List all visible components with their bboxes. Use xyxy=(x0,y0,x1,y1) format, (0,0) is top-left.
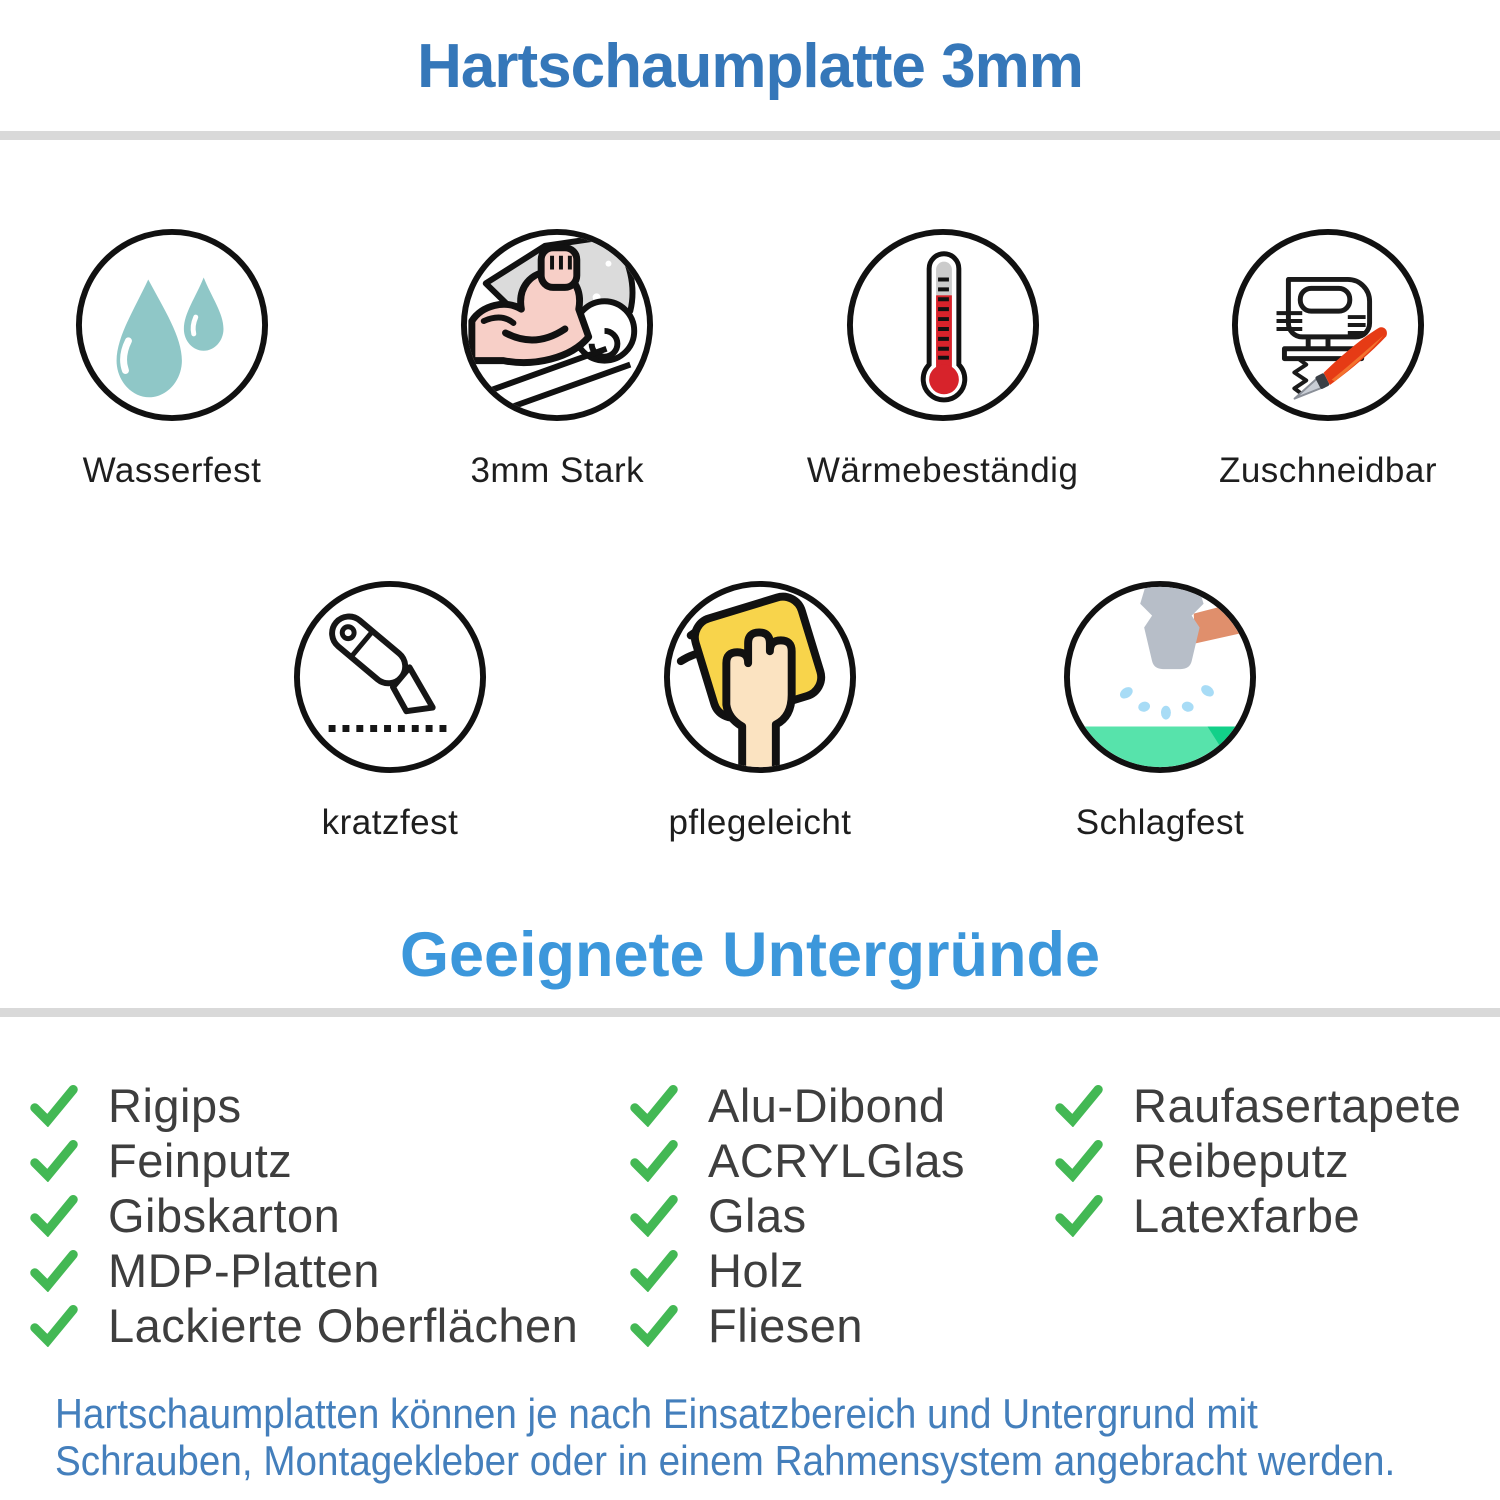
divider-bottom xyxy=(0,1008,1500,1017)
substrate-column-1: Rigips Feinputz Gibskarton MDP-Platten L… xyxy=(30,1078,630,1353)
feature-label: Schlagfest xyxy=(1075,803,1245,842)
check-icon xyxy=(630,1194,678,1237)
list-item: Latexfarbe xyxy=(1055,1188,1500,1243)
hammer-icon xyxy=(1063,580,1257,774)
list-item: Fliesen xyxy=(630,1298,1055,1353)
feature-pflegeleicht: pflegeleicht xyxy=(600,578,920,843)
water-drops-icon xyxy=(75,228,269,422)
feature-wasserfest: Wasserfest xyxy=(12,226,332,491)
divider-top xyxy=(0,131,1500,140)
thermometer-icon xyxy=(846,228,1039,422)
substrate-column-3: Raufasertapete Reibeputz Latexfarbe xyxy=(1055,1078,1500,1353)
list-item: Alu-Dibond xyxy=(630,1078,1055,1133)
check-icon xyxy=(1055,1139,1103,1182)
feature-waermebestaendig: Wärmebeständig xyxy=(783,226,1103,491)
footer-line-2: Schrauben, Montagekleber oder in einem R… xyxy=(55,1437,1396,1484)
feature-label: Wärmebeständig xyxy=(806,451,1079,490)
feature-label: Wasserfest xyxy=(82,451,262,490)
substrates-title: Geeignete Untergründe xyxy=(399,920,1101,990)
feature-label: kratzfest xyxy=(321,803,459,842)
list-item: Lackierte Oberflächen xyxy=(30,1298,630,1353)
substrate-lists: Rigips Feinputz Gibskarton MDP-Platten L… xyxy=(30,1078,1500,1353)
check-icon xyxy=(630,1084,678,1127)
check-icon xyxy=(30,1249,78,1292)
check-icon xyxy=(630,1304,678,1347)
check-icon xyxy=(1055,1084,1103,1127)
list-item: Rigips xyxy=(30,1078,630,1133)
check-icon xyxy=(1055,1194,1103,1237)
list-item: Holz xyxy=(630,1243,1055,1298)
feature-label: pflegeleicht xyxy=(668,803,852,842)
feature-schlagfest: Schlagfest xyxy=(1000,578,1320,843)
list-item: MDP-Platten xyxy=(30,1243,630,1298)
list-item: Glas xyxy=(630,1188,1055,1243)
feature-row-1: Wasserfest 3 xyxy=(0,226,1500,491)
footer-note: Hartschaumplatten können je nach Einsatz… xyxy=(55,1390,1395,1484)
jigsaw-icon xyxy=(1231,228,1425,422)
feature-kratzfest: kratzfest xyxy=(230,578,550,843)
substrate-column-2: Alu-Dibond ACRYLGlas Glas Holz Fliesen xyxy=(630,1078,1055,1353)
check-icon xyxy=(630,1139,678,1182)
wiping-hand-icon xyxy=(663,580,857,774)
feature-row-2: kratzfest pflegeleicht xyxy=(230,578,1320,843)
list-item: Gibskarton xyxy=(30,1188,630,1243)
feature-label: 3mm Stark xyxy=(470,451,645,490)
check-icon xyxy=(30,1194,78,1237)
feature-label: Zuschneidbar xyxy=(1218,451,1438,490)
feature-zuschneidbar: Zuschneidbar xyxy=(1168,226,1488,491)
feature-3mm-stark: 3mm Stark xyxy=(397,226,717,491)
list-item: ACRYLGlas xyxy=(630,1133,1055,1188)
check-icon xyxy=(30,1084,78,1127)
list-item: Reibeputz xyxy=(1055,1133,1500,1188)
check-icon xyxy=(30,1139,78,1182)
check-icon xyxy=(30,1304,78,1347)
footer-line-1: Hartschaumplatten können je nach Einsatz… xyxy=(55,1390,1258,1437)
page-title: Hartschaumplatte 3mm xyxy=(417,32,1084,101)
utility-knife-icon xyxy=(293,580,487,774)
check-icon xyxy=(630,1249,678,1292)
list-item: Raufasertapete xyxy=(1055,1078,1500,1133)
list-item: Feinputz xyxy=(30,1133,630,1188)
flexed-arm-icon xyxy=(461,228,654,422)
